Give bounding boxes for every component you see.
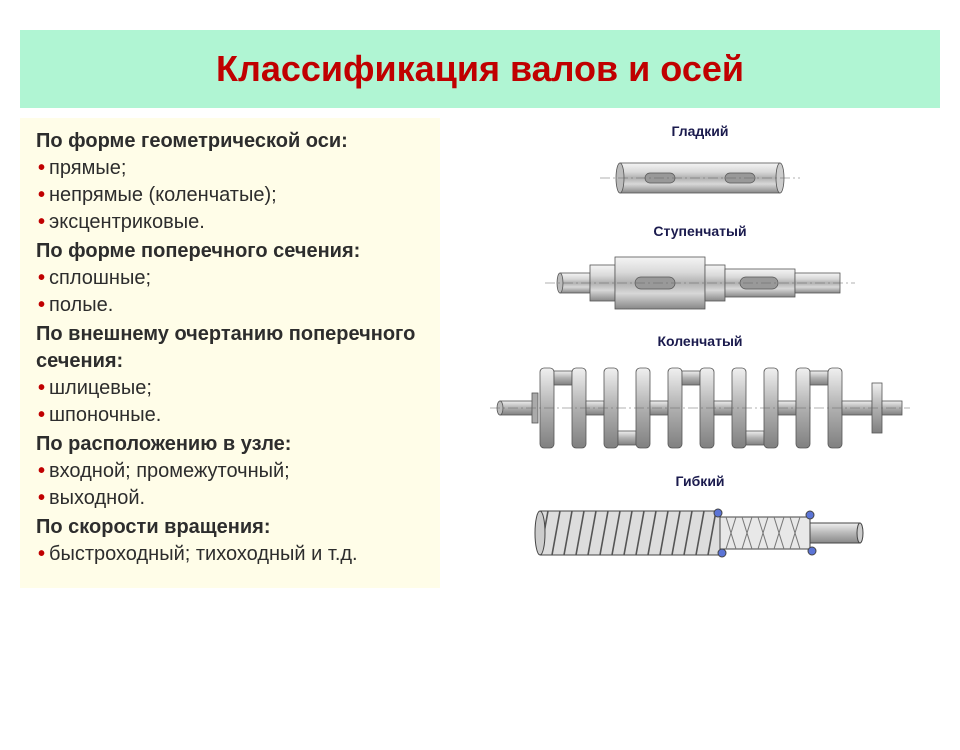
- list-item: •прямые;: [36, 155, 428, 182]
- figure-label: Ступенчатый: [470, 223, 930, 239]
- list-item: •сплошные;: [36, 265, 428, 292]
- list-item: •входной; промежуточный;: [36, 458, 428, 485]
- category-heading: По скорости вращения:: [36, 514, 428, 541]
- smooth-shaft-icon: [570, 143, 830, 213]
- bullet-icon: •: [38, 294, 45, 316]
- bullet-icon: •: [38, 543, 45, 565]
- bullet-icon: •: [38, 404, 45, 426]
- category-heading: По расположению в узле:: [36, 431, 428, 458]
- list-item: •полые.: [36, 292, 428, 319]
- flexible-shaft-icon: [510, 493, 890, 573]
- bullet-icon: •: [38, 267, 45, 289]
- bullet-icon: •: [38, 487, 45, 509]
- bullet-icon: •: [38, 157, 45, 179]
- figure-flexible: Гибкий: [470, 473, 930, 573]
- figures-column: Гладкий Ступенчатый: [440, 118, 940, 588]
- list-item: •быстроходный; тихоходный и т.д.: [36, 541, 428, 568]
- figure-crankshaft: Коленчатый: [470, 333, 930, 463]
- figure-label: Гибкий: [470, 473, 930, 489]
- figure-label: Коленчатый: [470, 333, 930, 349]
- figure-stepped: Ступенчатый: [470, 223, 930, 323]
- list-item: •непрямые (коленчатые);: [36, 182, 428, 209]
- bullet-icon: •: [38, 211, 45, 233]
- content-area: По форме геометрической оси:•прямые;•неп…: [0, 118, 960, 588]
- category-heading: По внешнему очертанию поперечного сечени…: [36, 321, 428, 375]
- figure-smooth: Гладкий: [470, 123, 930, 213]
- slide-title: Классификация валов и осей: [20, 30, 940, 108]
- crankshaft-icon: [480, 353, 920, 463]
- list-item: •шлицевые;: [36, 375, 428, 402]
- figure-label: Гладкий: [470, 123, 930, 139]
- stepped-shaft-icon: [530, 243, 870, 323]
- list-item: •эксцентриковые.: [36, 209, 428, 236]
- bullet-icon: •: [38, 460, 45, 482]
- list-item: •шпоночные.: [36, 402, 428, 429]
- bullet-icon: •: [38, 184, 45, 206]
- classification-list: По форме геометрической оси:•прямые;•неп…: [20, 118, 440, 588]
- category-heading: По форме поперечного сечения:: [36, 238, 428, 265]
- bullet-icon: •: [38, 377, 45, 399]
- list-item: •выходной.: [36, 485, 428, 512]
- category-heading: По форме геометрической оси:: [36, 128, 428, 155]
